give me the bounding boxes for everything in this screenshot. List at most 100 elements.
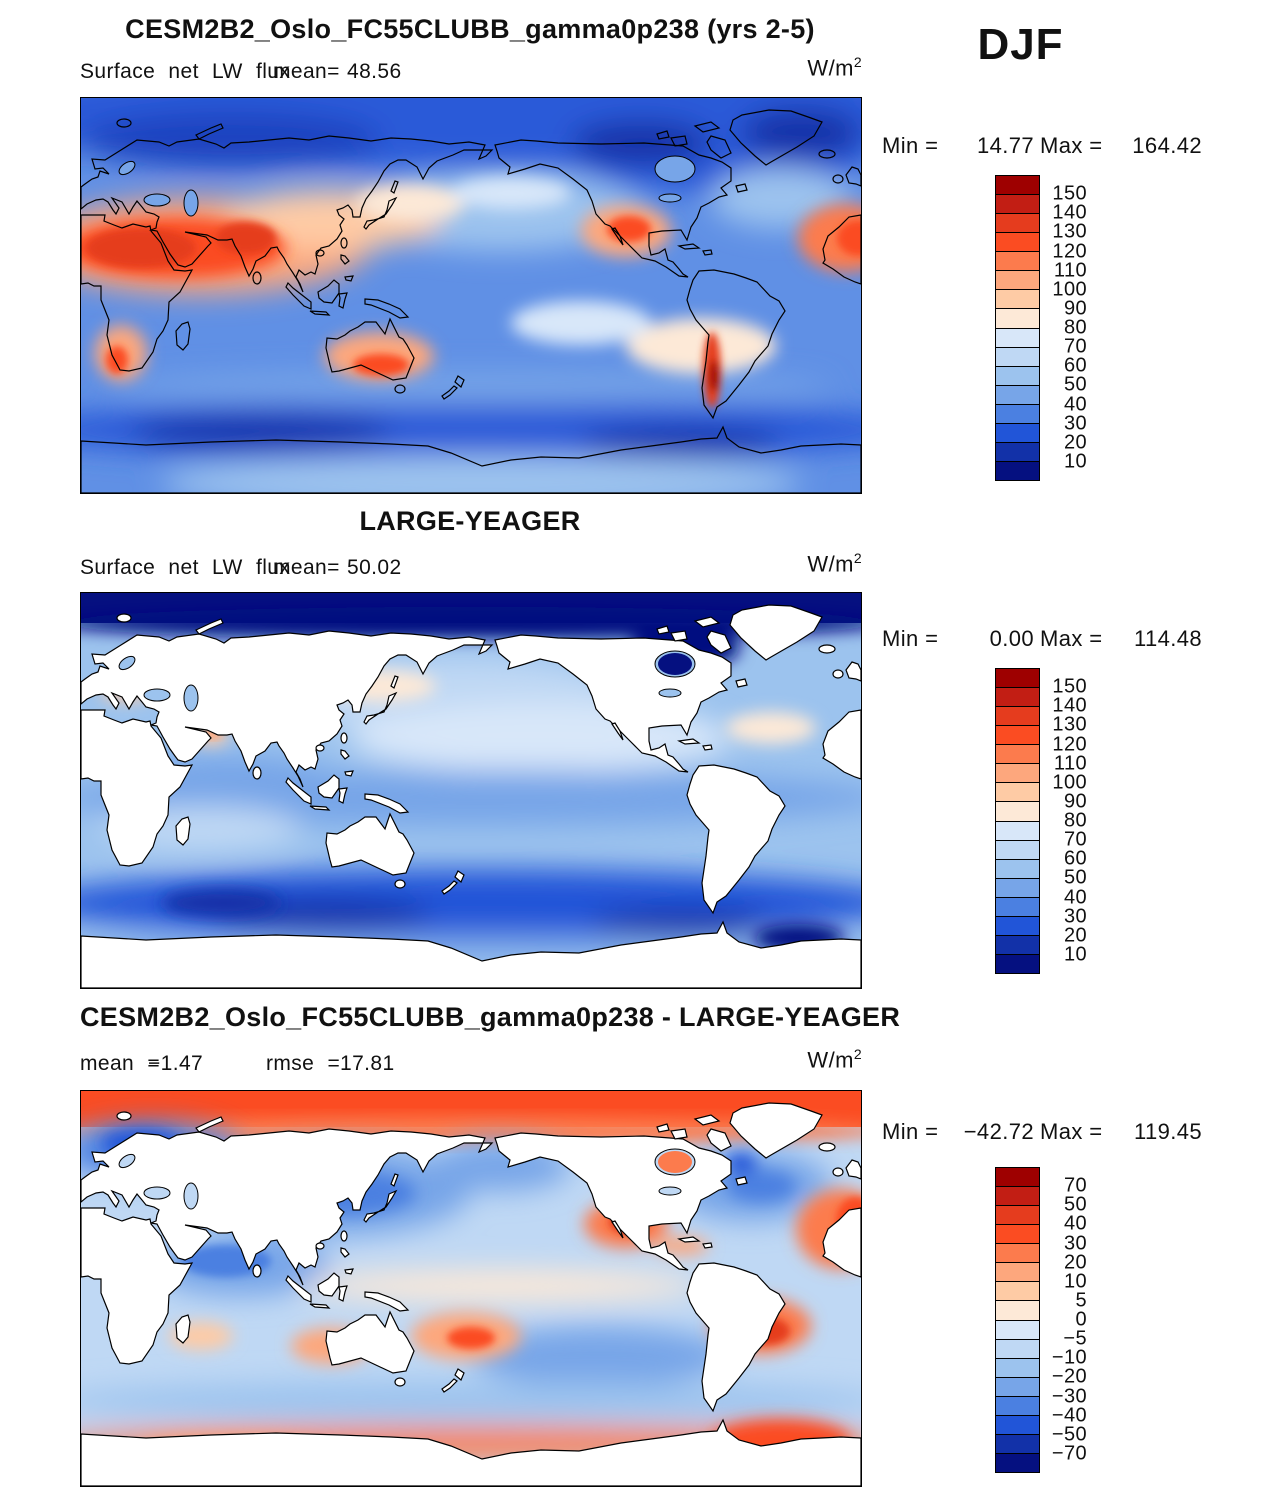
colorbar-cell [995,384,1040,405]
colorbar-tick-label: 20 [1063,924,1087,947]
colorbar-tick-label: 150 [1052,675,1087,698]
colorbar-cell [995,1243,1040,1264]
colorbar-tick-label: 130 [1052,220,1087,243]
colorbar-cell [995,1186,1040,1207]
panel1-title: CESM2B2_Oslo_FC55CLUBB_gamma0p238 (yrs 2… [125,14,815,44]
panel3-map-frame [80,1090,862,1487]
colorbar-cell [995,934,1040,955]
panel3-minmax: Min = −42.72 Max = 119.45 [882,1119,1212,1145]
colorbar-cell [995,801,1040,822]
colorbar-tick-label: −10 [1051,1346,1087,1369]
colorbar-cell [995,1300,1040,1321]
colorbar-cell [995,422,1040,443]
colorbar-cell [995,1395,1040,1416]
colorbar-tick-label: 60 [1063,847,1087,870]
colorbar-tick-label: 40 [1063,1212,1087,1235]
colorbar-tick-label: 60 [1063,354,1087,377]
colorbar-cell [995,403,1040,424]
colorbar-tick-label: 20 [1063,1251,1087,1274]
colorbar-tick-label: 130 [1052,713,1087,736]
panel1-max-label: Max = [1040,133,1103,158]
colorbar-cell [995,725,1040,746]
panel1-min-label: Min = [882,133,939,158]
colorbar-tick-label: 120 [1052,240,1087,262]
panel2-units: W/m2 [807,550,862,577]
panel3-rmse-value: 17.81 [340,1052,395,1075]
panel3-mean-label: mean = [80,1052,161,1075]
colorbar-cell [995,441,1040,462]
colorbar-tick-label: −40 [1051,1404,1087,1427]
colorbar-tick-label: 120 [1052,733,1087,755]
panel1-min-value: 14.77 [976,133,1034,158]
panel2-colorbar-labels: 150 140 130 120 110 100 90 80 70 60 50 40 30 20 10 [1043,668,1087,974]
panel2-min-label: Min = [882,626,939,651]
colorbar-cell [995,1338,1040,1359]
colorbar-cell [995,308,1040,329]
colorbar-tick-label: 30 [1063,412,1087,435]
colorbar-tick-label: −20 [1051,1365,1087,1388]
colorbar-tick-label: 90 [1063,297,1087,320]
colorbar-cell [995,346,1040,367]
panel1-colorbar: 150 140 130 120 110 100 90 80 70 60 50 40 30 20 10 [995,175,1087,481]
colorbar-cell [995,213,1040,234]
colorbar-tick-label: 10 [1063,943,1087,966]
colorbar-cell [995,782,1040,803]
colorbar-tick-label: −70 [1051,1442,1087,1465]
colorbar-cell [995,953,1040,974]
panel2-max-value: 114.48 [1133,626,1202,651]
colorbar-tick-label: 80 [1063,809,1087,832]
panel1-mean-label: mean= [273,60,340,83]
panel3-min-label: Min = [882,1119,939,1144]
colorbar-cell [995,668,1040,689]
colorbar-cell [995,1452,1040,1473]
colorbar-cell [995,839,1040,860]
panel3-min-value: −42.72 [963,1119,1034,1144]
panel1-map-frame [80,97,862,494]
colorbar-tick-label: 70 [1063,828,1087,851]
colorbar-tick-label: 150 [1052,182,1087,205]
panel3-colorbar: 70 50 40 30 20 10 5 0 −5 −10 −20 −30 −40 −50 −70 [995,1167,1087,1473]
panel3-max-value: 119.45 [1133,1119,1202,1144]
colorbar-cell [995,232,1040,253]
panel3-title: CESM2B2_Oslo_FC55CLUBB_gamma0p238 - LARG… [80,1002,901,1032]
colorbar-cell [995,365,1040,386]
panel2-mean-value: 50.02 [347,556,402,579]
panel2-field-label: Surface net LW flux [80,556,291,579]
panel2-minmax: Min = 0.00 Max = 114.48 [882,626,1212,652]
colorbar-cell [995,763,1040,784]
colorbar-tick-label: 110 [1053,752,1087,775]
panel1-max-value: 164.42 [1132,133,1202,158]
season-label: DJF [977,20,1064,69]
colorbar-cell [995,251,1040,272]
panel2-min-value: 0.00 [989,626,1034,651]
panel3-stats-row: mean = −1.47 rmse = 17.81 W/m2 [80,1046,862,1078]
colorbar-cell [995,1376,1040,1397]
colorbar-cell [995,327,1040,348]
colorbar-cell [995,270,1040,291]
colorbar-cell [995,289,1040,310]
panel1-stats-row: Surface net LW flux mean= 48.56 W/m2 [80,54,862,86]
colorbar-tick-label: 50 [1063,866,1087,889]
colorbar-cell [995,1205,1040,1226]
colorbar-tick-label: 90 [1063,790,1087,813]
colorbar-cell [995,1357,1040,1378]
panel3-units: W/m2 [807,1046,862,1073]
panel3-max-label: Max = [1040,1119,1103,1144]
panel3-colorbar-cells [995,1167,1040,1473]
panel1-mean-value: 48.56 [347,60,402,83]
colorbar-cell [995,1414,1040,1435]
colorbar-cell [995,1281,1040,1302]
colorbar-tick-label: 0 [1075,1308,1087,1331]
panel2-map-frame [80,592,862,989]
colorbar-tick-label: 140 [1052,201,1087,224]
colorbar-cell [995,744,1040,765]
colorbar-cell [995,877,1040,898]
colorbar-tick-label: −5 [1063,1327,1087,1350]
panel3-rmse-label: rmse = [266,1052,341,1075]
colorbar-tick-label: 10 [1063,450,1087,473]
colorbar-tick-label: 5 [1075,1289,1087,1312]
colorbar-cell [995,915,1040,936]
colorbar-tick-label: 40 [1063,886,1087,908]
colorbar-cell [995,1319,1040,1340]
